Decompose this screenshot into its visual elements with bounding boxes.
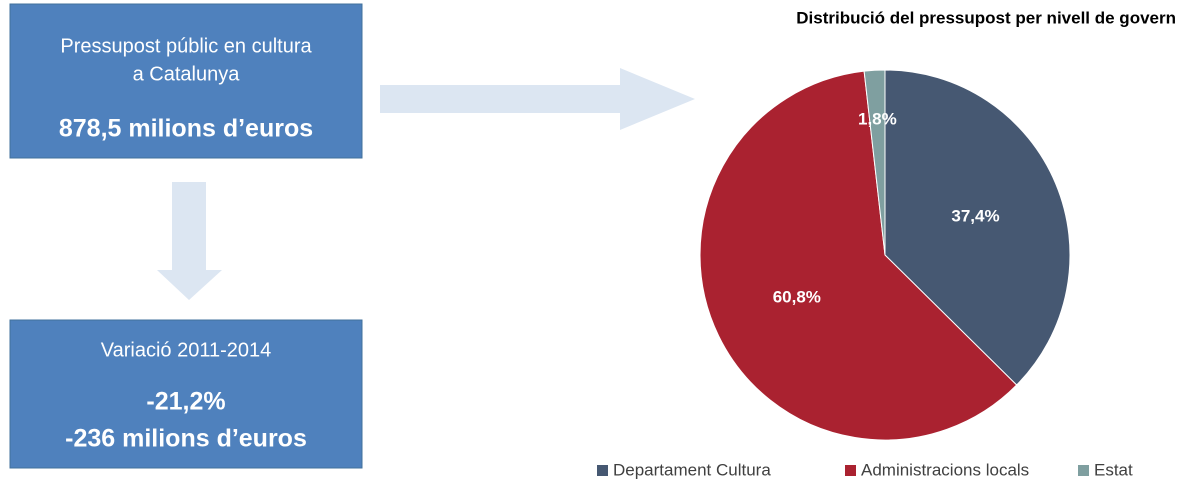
pie-slice <box>863 69 886 256</box>
info-box <box>9 3 363 159</box>
data-label: 1,8% <box>858 110 897 129</box>
box-highlight: -21,2% <box>146 388 225 416</box>
right-arrow <box>380 68 695 130</box>
box-text: Variació 2011-2014 <box>101 339 272 361</box>
pie-slice <box>884 69 1071 386</box>
down-arrow <box>157 182 222 300</box>
box-text: Pressupost públic en cultura <box>60 35 312 57</box>
legend-label: Administracions locals <box>861 460 1029 479</box>
box-text: a Catalunya <box>133 63 241 85</box>
pie-slice <box>699 70 1018 441</box>
legend-label: Departament Cultura <box>613 460 771 479</box>
legend-label: Estat <box>1094 460 1133 479</box>
legend-swatch <box>1078 465 1089 476</box>
info-box <box>9 319 363 469</box>
box-highlight: 878,5 milions d’euros <box>59 115 313 143</box>
data-label: 60,8% <box>773 287 821 306</box>
chart-title: Distribució del pressupost per nivell de… <box>796 8 1176 27</box>
legend-swatch <box>845 465 856 476</box>
box-highlight: -236 milions d’euros <box>65 425 307 453</box>
legend-swatch <box>597 465 608 476</box>
data-label: 37,4% <box>951 207 999 226</box>
